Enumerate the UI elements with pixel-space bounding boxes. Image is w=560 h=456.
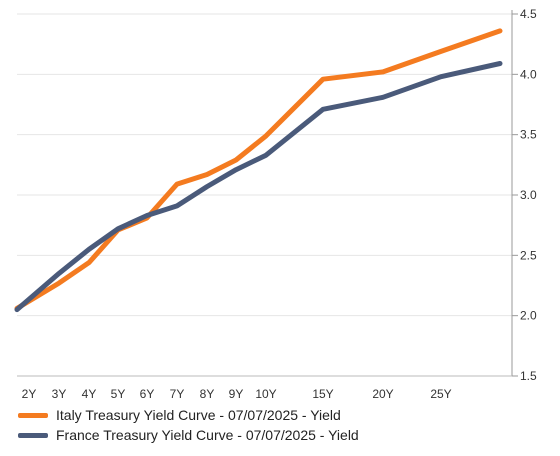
legend-item-italy[interactable]: Italy Treasury Yield Curve - 07/07/2025 … xyxy=(18,405,359,425)
x-tick-label: 2Y xyxy=(22,387,37,400)
legend-swatch-italy xyxy=(18,412,48,418)
series-line-italy xyxy=(14,28,503,311)
x-tick-label: 5Y xyxy=(111,387,126,400)
x-tick-label: 3Y xyxy=(52,387,67,400)
x-tick-label: 15Y xyxy=(312,387,333,400)
y-tick-label: 3.5 xyxy=(520,128,537,142)
x-tick-label: 7Y xyxy=(170,387,185,400)
legend-item-france[interactable]: France Treasury Yield Curve - 07/07/2025… xyxy=(18,425,359,445)
y-tick-label: 4.5 xyxy=(520,7,537,21)
x-tick-label: 20Y xyxy=(372,387,393,400)
x-tick-label: 4Y xyxy=(82,387,97,400)
x-tick-label: 25Y xyxy=(430,387,451,400)
y-tick-label: 2.5 xyxy=(520,248,537,262)
x-tick-label: 10Y xyxy=(255,387,276,400)
series-line-france xyxy=(14,61,503,313)
y-tick-label: 4.0 xyxy=(520,67,537,81)
legend-label-italy: Italy Treasury Yield Curve - 07/07/2025 … xyxy=(56,407,341,423)
legend-swatch-france xyxy=(18,432,48,438)
x-tick-label: 6Y xyxy=(140,387,155,400)
yield-curve-chart: 1.5 2.0 2.5 3.0 3.5 4.0 4.5 2Y 3Y 4Y 5Y 6Y 7Y 8Y 9Y 10Y… xyxy=(14,7,537,400)
x-tick-label: 9Y xyxy=(229,387,244,400)
y-tick-label: 1.5 xyxy=(520,369,537,383)
y-tick-label: 2.0 xyxy=(520,309,537,323)
chart-legend: Italy Treasury Yield Curve - 07/07/2025 … xyxy=(18,405,359,445)
legend-label-france: France Treasury Yield Curve - 07/07/2025… xyxy=(56,427,359,443)
y-tick-label: 3.0 xyxy=(520,188,537,202)
x-tick-label: 8Y xyxy=(200,387,215,400)
